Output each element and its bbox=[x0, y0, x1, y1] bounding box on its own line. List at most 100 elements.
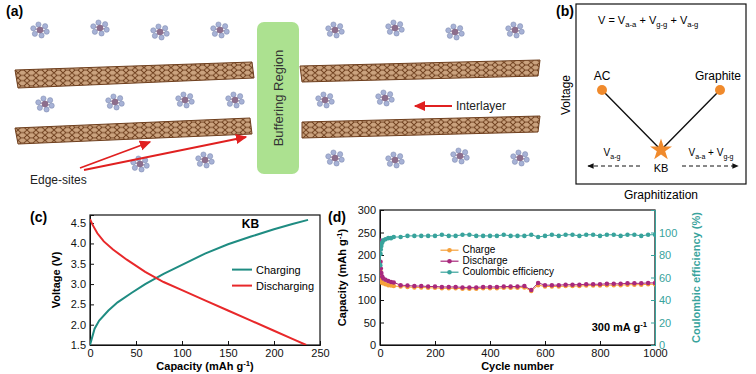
fluorine bbox=[463, 150, 468, 155]
data-point bbox=[495, 285, 500, 290]
axis-title: Voltage bbox=[559, 75, 573, 115]
fluorine bbox=[507, 31, 512, 36]
data-point bbox=[639, 281, 644, 286]
fluorine bbox=[387, 29, 392, 34]
axis: 020406080100 bbox=[651, 211, 677, 352]
tick: 250 bbox=[311, 341, 329, 359]
graphene-sheet bbox=[15, 62, 254, 88]
fluorine bbox=[398, 154, 403, 159]
fluorine bbox=[106, 98, 111, 103]
fluorine bbox=[204, 163, 209, 168]
fluorine bbox=[31, 26, 36, 31]
data-point bbox=[481, 285, 486, 290]
data-point bbox=[467, 232, 472, 237]
fluorine bbox=[386, 24, 391, 29]
tick-label: 3.0 bbox=[71, 278, 86, 290]
tick-label: 20 bbox=[659, 317, 671, 329]
tick: 100 bbox=[651, 227, 677, 239]
fluorine bbox=[399, 159, 404, 164]
tick: 400 bbox=[481, 341, 499, 359]
fluorine bbox=[326, 154, 331, 159]
axis-title: Cycle number bbox=[481, 360, 554, 372]
tick-mark bbox=[651, 255, 655, 256]
data-point bbox=[598, 282, 603, 287]
legend-swatch bbox=[447, 259, 452, 264]
data-point bbox=[625, 281, 630, 286]
tick-mark bbox=[320, 341, 321, 345]
fluorine bbox=[399, 27, 404, 32]
fluorine bbox=[512, 159, 517, 164]
edge-arrow bbox=[84, 137, 246, 170]
data-point bbox=[570, 232, 575, 237]
fluorine bbox=[398, 22, 403, 27]
axis: 050100150200250 bbox=[87, 341, 329, 359]
graphene-sheet bbox=[302, 116, 540, 138]
anion bbox=[211, 22, 230, 38]
anion bbox=[316, 92, 335, 108]
data-point bbox=[591, 232, 596, 237]
fluorine bbox=[338, 152, 343, 157]
axis: 050100150200250300 bbox=[358, 204, 384, 351]
data-point bbox=[632, 232, 637, 237]
data-point bbox=[426, 234, 431, 239]
legend: ChargingDischarging bbox=[232, 264, 314, 292]
tick-label: 400 bbox=[481, 347, 499, 359]
axis: 02004006008001000 bbox=[377, 341, 667, 359]
tick-mark bbox=[380, 210, 384, 211]
data-point bbox=[508, 284, 513, 289]
anion bbox=[176, 92, 195, 108]
fluorine bbox=[103, 22, 108, 27]
fluorine bbox=[327, 159, 332, 164]
data-point bbox=[474, 285, 479, 290]
fluorine bbox=[389, 97, 394, 102]
tick: 300 bbox=[358, 204, 384, 216]
data-point bbox=[639, 234, 644, 239]
buffering-label: Buffering Region bbox=[271, 50, 286, 147]
data-point bbox=[529, 289, 534, 294]
text-part: g-g bbox=[723, 153, 733, 161]
tick: 4.0 bbox=[71, 237, 94, 249]
data-point bbox=[522, 284, 527, 289]
legend: ChargeDischargeCoulombic efficiency bbox=[441, 244, 555, 277]
tick-mark bbox=[490, 341, 491, 345]
anion bbox=[91, 20, 110, 36]
fluorine bbox=[118, 96, 123, 101]
tick-label: 0 bbox=[370, 339, 376, 351]
phosphorus bbox=[517, 155, 523, 161]
data-point bbox=[605, 282, 610, 287]
data-point bbox=[515, 234, 520, 239]
axis-line bbox=[91, 216, 95, 346]
tick: 150 bbox=[358, 272, 384, 284]
legend-swatch bbox=[447, 248, 452, 253]
axis-title: Voltage (V) bbox=[50, 251, 62, 308]
data-point bbox=[501, 284, 506, 289]
data-point bbox=[543, 283, 548, 288]
fluorine bbox=[506, 26, 511, 31]
node-marker bbox=[597, 85, 607, 95]
data-point bbox=[419, 234, 424, 239]
fluorine bbox=[516, 150, 521, 155]
tick-label: 4.0 bbox=[71, 237, 86, 249]
fluorine bbox=[324, 103, 329, 108]
fluorine bbox=[177, 101, 182, 106]
tick-mark bbox=[90, 304, 94, 305]
plot-area bbox=[380, 232, 655, 293]
tick-label: 300 bbox=[358, 204, 376, 216]
data-point bbox=[488, 285, 493, 290]
tick-label: 4.5 bbox=[71, 217, 86, 229]
fluorine bbox=[377, 99, 382, 104]
data-point bbox=[543, 234, 548, 239]
tick-mark bbox=[545, 341, 546, 345]
legend-label: Charge bbox=[463, 244, 496, 255]
data-point bbox=[380, 252, 383, 257]
tick: 0 bbox=[370, 339, 384, 351]
data-point bbox=[460, 232, 465, 237]
data-point bbox=[646, 232, 651, 237]
tick: 2.5 bbox=[71, 298, 94, 310]
fluorine bbox=[518, 24, 523, 29]
tick-mark bbox=[136, 341, 137, 345]
fluorine bbox=[519, 29, 524, 34]
legend-label: Discharging bbox=[256, 280, 314, 292]
data-point bbox=[398, 283, 403, 288]
data-point bbox=[412, 234, 417, 239]
